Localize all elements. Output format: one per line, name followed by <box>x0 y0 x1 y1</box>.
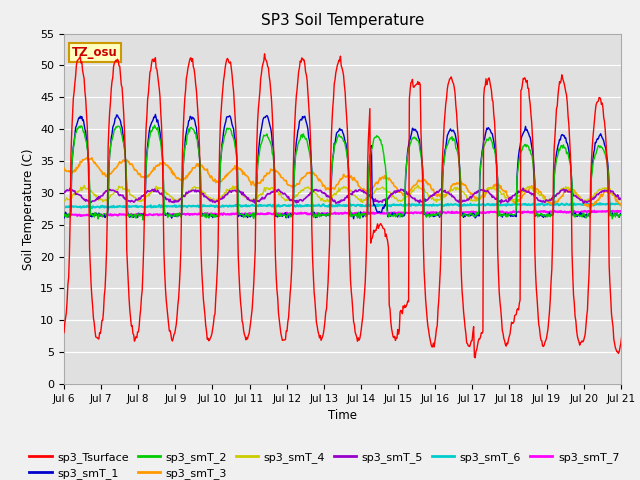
Text: TZ_osu: TZ_osu <box>72 46 118 59</box>
X-axis label: Time: Time <box>328 409 357 422</box>
Title: SP3 Soil Temperature: SP3 Soil Temperature <box>260 13 424 28</box>
Legend: sp3_Tsurface, sp3_smT_1, sp3_smT_2, sp3_smT_3, sp3_smT_4, sp3_smT_5, sp3_smT_6, : sp3_Tsurface, sp3_smT_1, sp3_smT_2, sp3_… <box>25 447 624 480</box>
Y-axis label: Soil Temperature (C): Soil Temperature (C) <box>22 148 35 270</box>
